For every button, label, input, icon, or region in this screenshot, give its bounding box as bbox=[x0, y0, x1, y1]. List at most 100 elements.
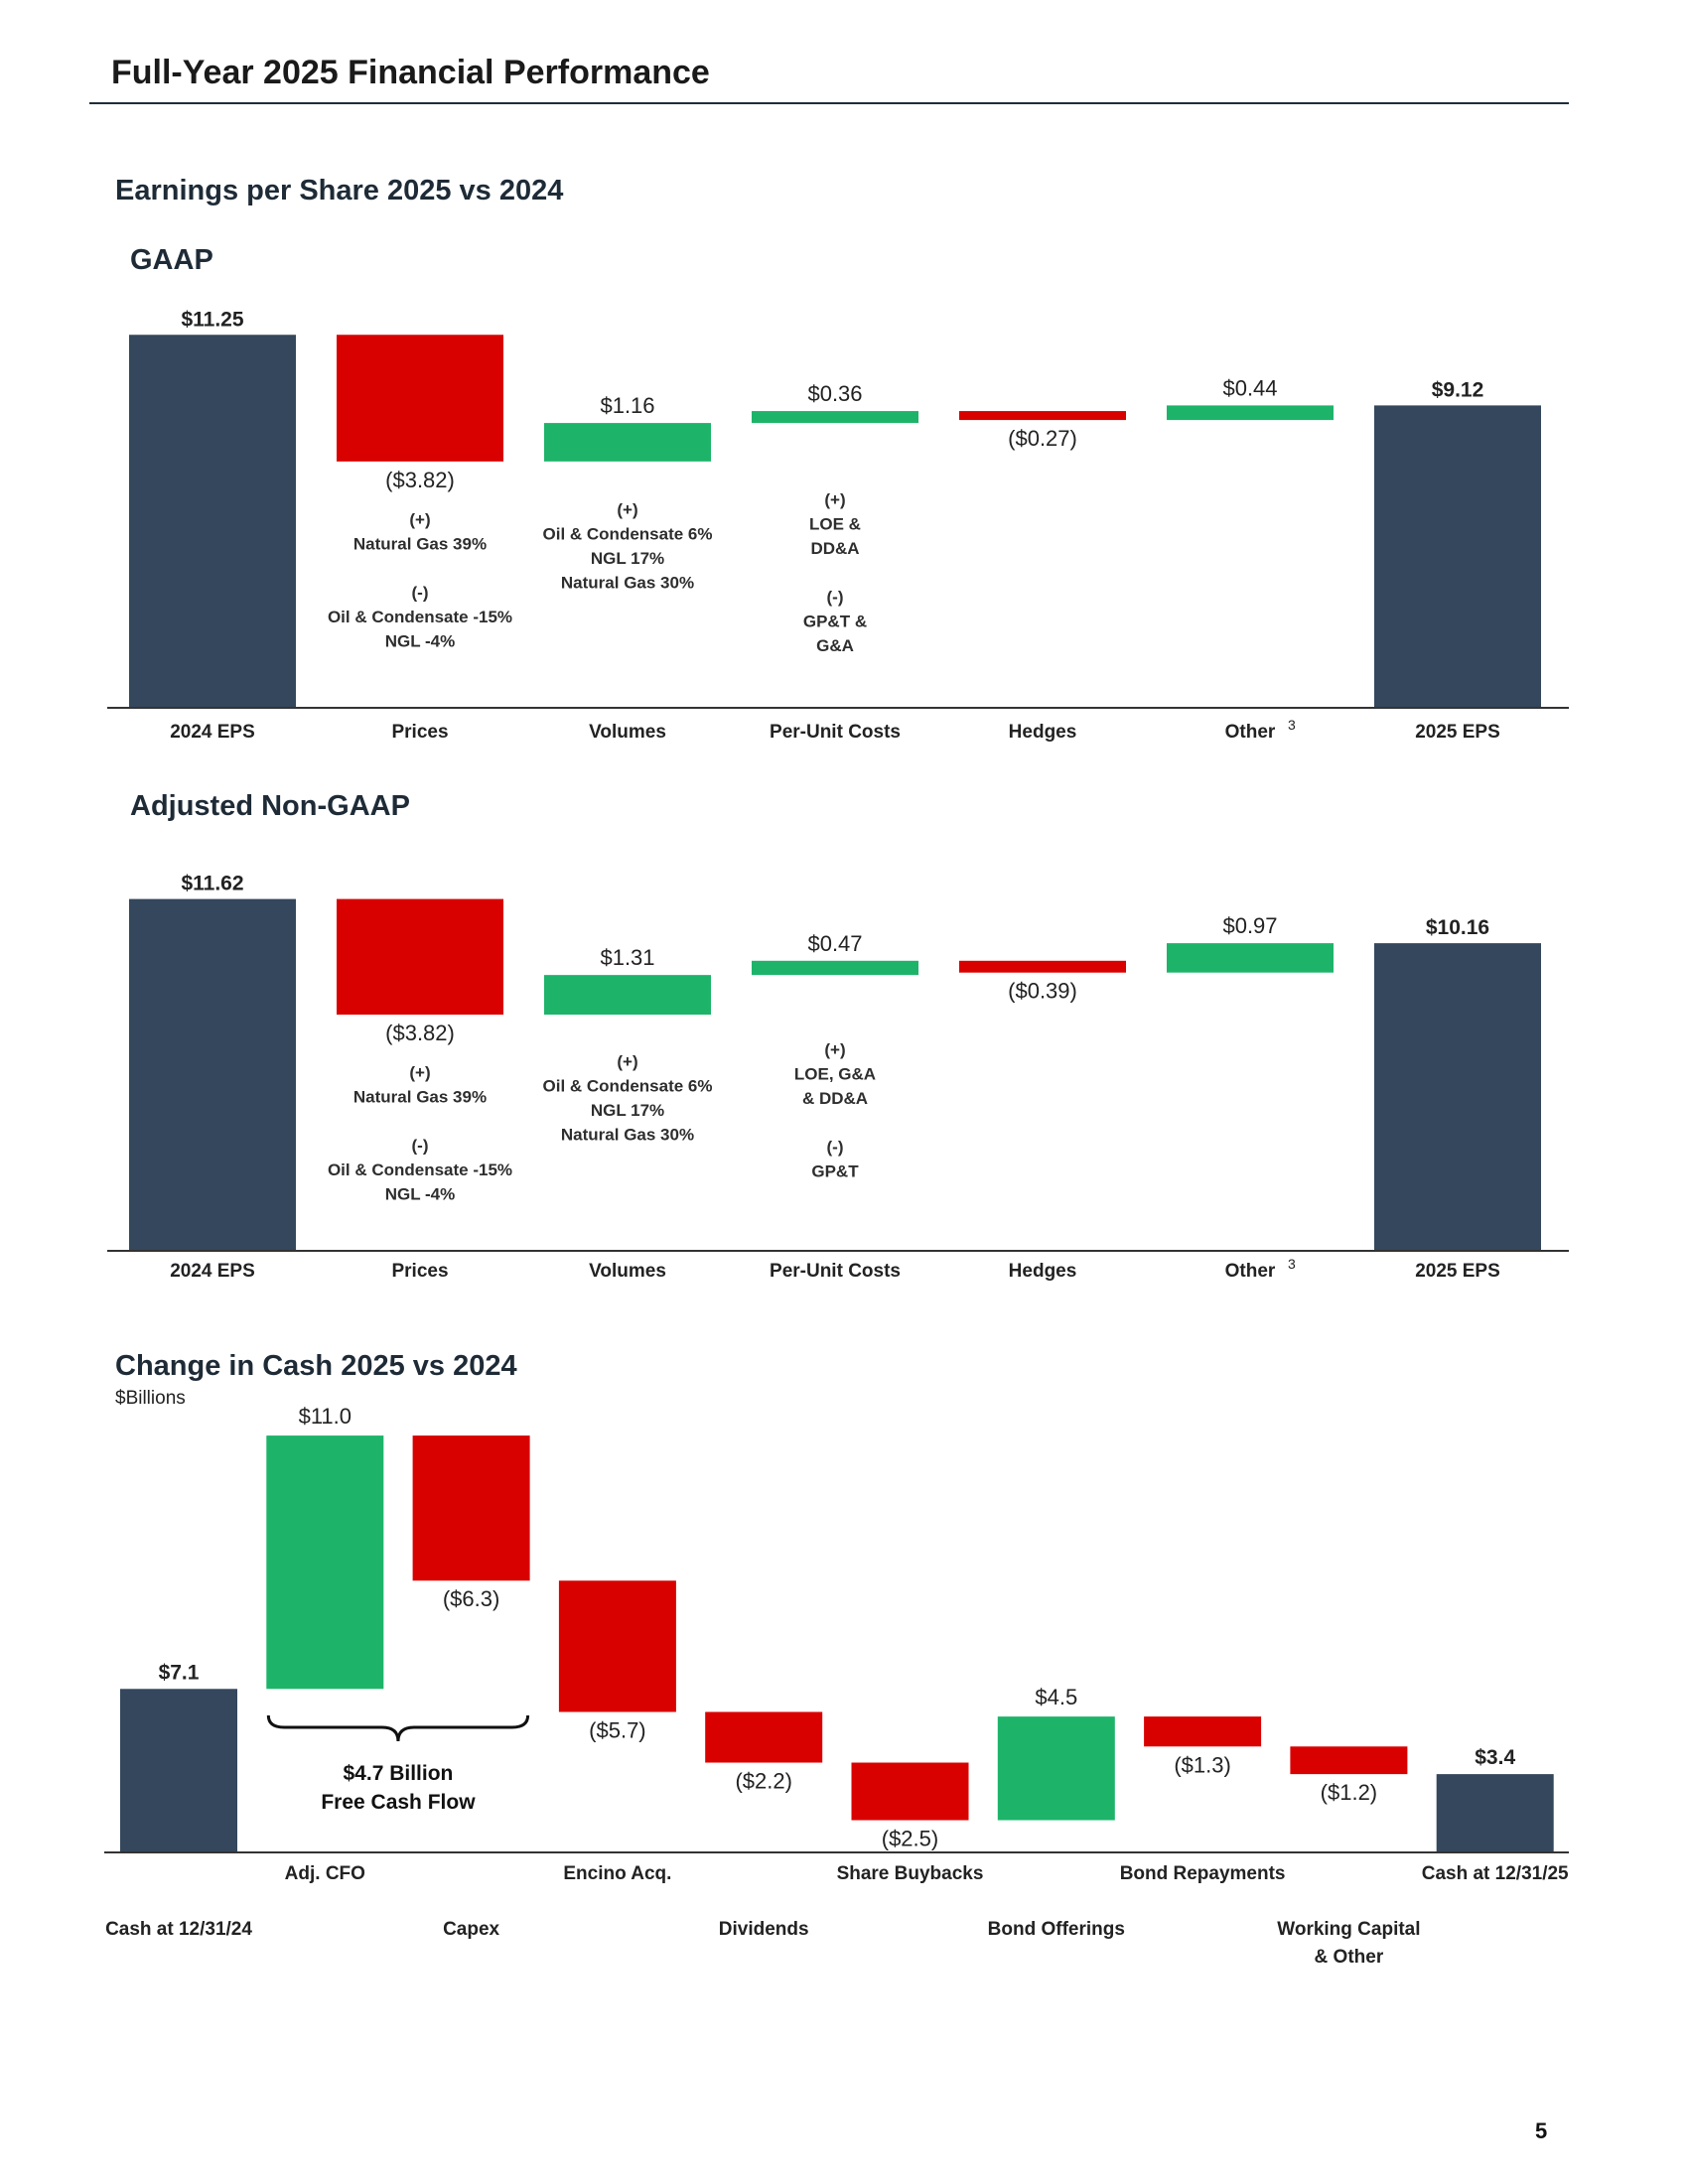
title-divider bbox=[89, 102, 1569, 104]
adjusted-bar-hedges bbox=[959, 960, 1126, 973]
gaap-bar-hedges bbox=[959, 411, 1126, 421]
adjusted-bar-2025-eps bbox=[1374, 943, 1541, 1251]
cash-category-label-cash-at-12-31-24: Cash at 12/31/24 bbox=[105, 1919, 252, 1940]
gaap-bar-prices bbox=[337, 335, 503, 462]
gaap-value-label-hedges: ($0.27) bbox=[1008, 426, 1077, 451]
gaap-category-label-per-unit-costs: Per-Unit Costs bbox=[770, 722, 901, 743]
eps-section-title: Earnings per Share 2025 vs 2024 bbox=[115, 175, 564, 206]
adjusted-category-label-hedges: Hedges bbox=[1009, 1261, 1077, 1282]
cash-value-label-dividends: ($2.2) bbox=[735, 1769, 791, 1794]
adjusted-value-label-volumes: $1.31 bbox=[600, 945, 654, 970]
adjusted-annotation-prices-line-5: NGL -4% bbox=[385, 1185, 456, 1204]
adjusted-category-label-volumes: Volumes bbox=[589, 1261, 666, 1282]
adjusted-annotation-prices-line-3: (-) bbox=[412, 1137, 429, 1156]
gaap-annotation-volumes-line-3: Natural Gas 30% bbox=[561, 574, 694, 593]
adjusted-annotation-volumes-line-3: Natural Gas 30% bbox=[561, 1126, 694, 1145]
cash-value-label-cash-at-12-31-24: $7.1 bbox=[159, 1661, 200, 1684]
free-cash-flow-caption: Free Cash Flow bbox=[321, 1791, 476, 1814]
adjusted-annotation-per-unit-costs-line-2: & DD&A bbox=[802, 1089, 868, 1108]
gaap-category-label-2025-eps: 2025 EPS bbox=[1415, 722, 1500, 743]
gaap-value-label-volumes: $1.16 bbox=[600, 393, 654, 418]
adjusted-category-label-other: Other bbox=[1225, 1261, 1276, 1282]
cash-value-label-cash-at-12-31-25: $3.4 bbox=[1475, 1746, 1515, 1769]
cash-category-label-dividends: Dividends bbox=[719, 1919, 809, 1940]
page-number: 5 bbox=[1535, 2118, 1548, 2143]
cash-category-label-share-buybacks: Share Buybacks bbox=[837, 1863, 984, 1884]
cash-bar-capex bbox=[412, 1435, 530, 1581]
free-cash-flow-amount: $4.7 Billion bbox=[344, 1762, 454, 1785]
gaap-annotation-volumes-line-1: Oil & Condensate 6% bbox=[543, 525, 713, 544]
gaap-value-label-2024-eps: $11.25 bbox=[181, 308, 243, 331]
cash-value-label-working-capital-other: ($1.2) bbox=[1321, 1780, 1377, 1805]
cash-category-label-capex: Capex bbox=[443, 1919, 499, 1940]
cash-bar-share-buybacks bbox=[851, 1762, 969, 1821]
gaap-annotation-per-unit-costs-line-2: DD&A bbox=[810, 539, 859, 558]
adjusted-annotation-prices-line-1: Natural Gas 39% bbox=[353, 1088, 487, 1107]
gaap-category-label-2024-eps: 2024 EPS bbox=[170, 722, 255, 743]
adjusted-footnote-marker: 3 bbox=[1288, 1256, 1296, 1272]
adjusted-category-label-2024-eps: 2024 EPS bbox=[170, 1261, 255, 1282]
gaap-value-label-per-unit-costs: $0.36 bbox=[807, 381, 862, 406]
cash-category-label-bond-offerings: Bond Offerings bbox=[988, 1919, 1125, 1940]
adjusted-bar-prices bbox=[337, 898, 503, 1016]
adjusted-chart-title: Adjusted Non-GAAP bbox=[130, 790, 410, 822]
gaap-bar-2025-eps bbox=[1374, 405, 1541, 708]
gaap-annotation-prices-line-4: Oil & Condensate -15% bbox=[328, 608, 512, 626]
adjusted-value-label-prices: ($3.82) bbox=[385, 1021, 455, 1045]
gaap-bar-volumes bbox=[544, 423, 711, 462]
gaap-annotation-prices-line-0: (+) bbox=[409, 510, 430, 529]
adjusted-category-label-per-unit-costs: Per-Unit Costs bbox=[770, 1261, 901, 1282]
gaap-value-label-prices: ($3.82) bbox=[385, 468, 455, 492]
cash-section-title: Change in Cash 2025 vs 2024 bbox=[115, 1350, 517, 1382]
cash-category-label-encino-acq: Encino Acq. bbox=[563, 1863, 671, 1884]
gaap-chart-title: GAAP bbox=[130, 244, 213, 276]
gaap-annotation-per-unit-costs-line-5: GP&T & bbox=[803, 613, 867, 631]
gaap-category-label-prices: Prices bbox=[391, 722, 448, 743]
gaap-category-label-volumes: Volumes bbox=[589, 722, 666, 743]
adjusted-bar-per-unit-costs bbox=[752, 960, 918, 976]
gaap-annotation-per-unit-costs-line-0: (+) bbox=[824, 490, 845, 509]
adjusted-category-label-2025-eps: 2025 EPS bbox=[1415, 1261, 1500, 1282]
gaap-annotation-prices-line-1: Natural Gas 39% bbox=[353, 534, 487, 553]
cash-bar-dividends bbox=[705, 1711, 823, 1763]
adjusted-annotation-volumes-line-2: NGL 17% bbox=[591, 1101, 664, 1120]
cash-bar-cash-at-12-31-25 bbox=[1436, 1774, 1554, 1852]
adjusted-category-label-prices: Prices bbox=[391, 1261, 448, 1282]
cash-value-label-share-buybacks: ($2.5) bbox=[882, 1827, 938, 1851]
free-cash-flow-bracket bbox=[266, 1714, 530, 1742]
gaap-annotation-volumes-line-0: (+) bbox=[617, 500, 637, 519]
cash-bar-adj-cfo bbox=[266, 1435, 384, 1690]
cash-category-label-cash-at-12-31-25: Cash at 12/31/25 bbox=[1422, 1863, 1569, 1884]
gaap-annotation-prices-line-5: NGL -4% bbox=[385, 631, 456, 650]
cash-category-label-working-capital-other-line-1: & Other bbox=[1315, 1947, 1384, 1968]
page-title: Full-Year 2025 Financial Performance bbox=[111, 54, 710, 91]
adjusted-bar-2024-eps bbox=[129, 898, 296, 1251]
gaap-annotation-per-unit-costs-line-6: G&A bbox=[816, 636, 854, 655]
cash-value-label-bond-offerings: $4.5 bbox=[1035, 1685, 1077, 1709]
gaap-value-label-other: $0.44 bbox=[1222, 375, 1277, 400]
adjusted-value-label-2025-eps: $10.16 bbox=[1426, 916, 1489, 939]
gaap-annotation-per-unit-costs-line-4: (-) bbox=[827, 588, 844, 607]
adjusted-bar-volumes bbox=[544, 975, 711, 1016]
adjusted-annotation-volumes-line-0: (+) bbox=[617, 1052, 637, 1071]
cash-bar-working-capital-other bbox=[1290, 1746, 1408, 1775]
cash-category-label-working-capital-other-line-0: Working Capital bbox=[1277, 1919, 1420, 1940]
adjusted-annotation-prices-line-4: Oil & Condensate -15% bbox=[328, 1160, 512, 1179]
gaap-bar-per-unit-costs bbox=[752, 411, 918, 424]
cash-value-label-encino-acq: ($5.7) bbox=[589, 1717, 645, 1742]
adjusted-bar-other bbox=[1167, 943, 1334, 973]
cash-bar-encino-acq bbox=[558, 1580, 676, 1712]
cash-category-label-bond-repayments: Bond Repayments bbox=[1120, 1863, 1286, 1884]
gaap-bar-other bbox=[1167, 405, 1334, 421]
adjusted-value-label-per-unit-costs: $0.47 bbox=[807, 931, 862, 956]
gaap-annotation-per-unit-costs-line-1: LOE & bbox=[809, 515, 861, 534]
gaap-value-label-2025-eps: $9.12 bbox=[1432, 378, 1484, 401]
cash-value-label-adj-cfo: $11.0 bbox=[299, 1404, 352, 1429]
cash-bar-bond-offerings bbox=[997, 1716, 1115, 1821]
adjusted-annotation-per-unit-costs-line-0: (+) bbox=[824, 1040, 845, 1059]
gaap-bar-2024-eps bbox=[129, 335, 296, 708]
cash-bar-bond-repayments bbox=[1144, 1716, 1262, 1747]
adjusted-annotation-prices-line-0: (+) bbox=[409, 1063, 430, 1082]
cash-value-label-capex: ($6.3) bbox=[443, 1586, 499, 1611]
